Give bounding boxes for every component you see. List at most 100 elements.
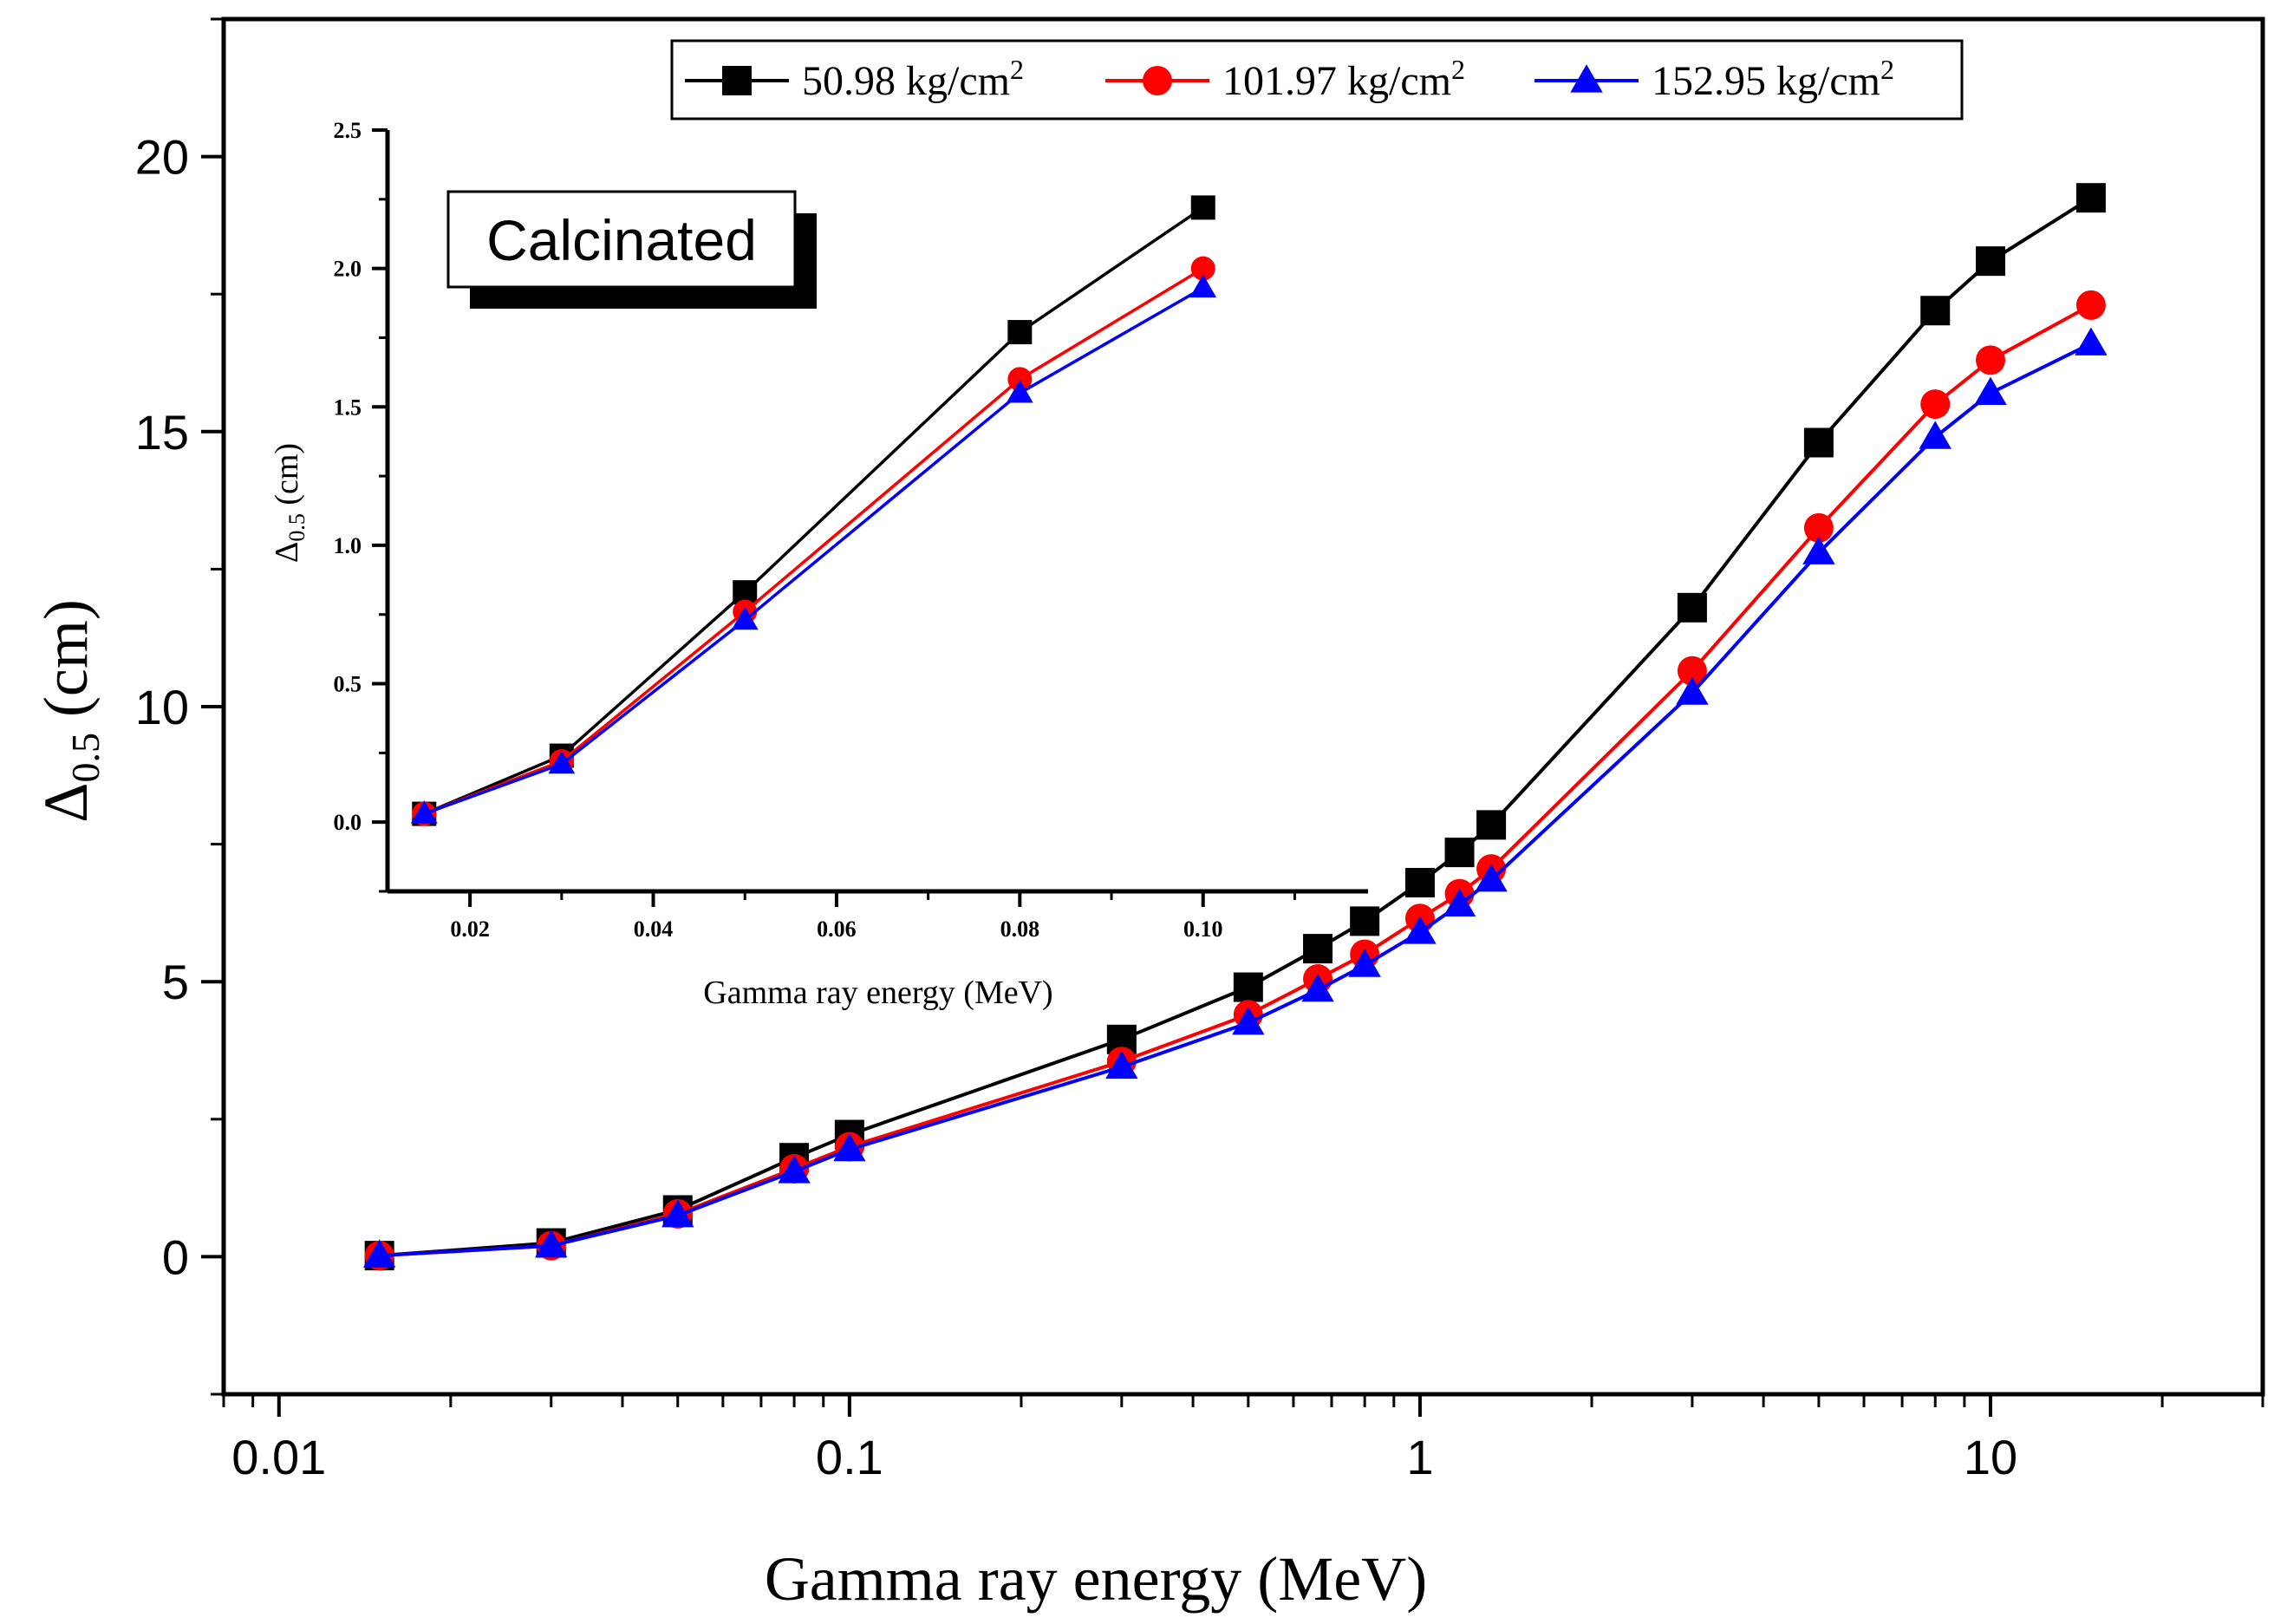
inset-data-point — [1190, 256, 1215, 281]
data-point — [661, 1199, 694, 1228]
data-point — [1404, 868, 1435, 898]
inset-y-tick-label: 0.0 — [334, 810, 362, 835]
inset-data-point — [731, 606, 759, 630]
data-point — [1444, 838, 1475, 868]
legend-marker-square — [722, 66, 752, 95]
legend-marker-triangle — [1570, 64, 1603, 93]
data-point — [1676, 676, 1709, 705]
inset-x-tick-label: 0.08 — [1000, 916, 1040, 942]
inset-data-point — [1007, 367, 1033, 392]
x-tick-label: 0.01 — [231, 1430, 326, 1484]
inset-y-tick-label: 2.5 — [334, 118, 362, 143]
y-axis-title-subscript: 0.5 — [63, 733, 108, 783]
inset-y-axis-title: Δ0.5 (cm) — [269, 443, 309, 563]
data-point — [1301, 973, 1334, 1002]
inset-x-tick-label: 0.04 — [634, 916, 674, 942]
main-axis-ticks — [201, 17, 2264, 1417]
inset-x-tick-label: 0.10 — [1183, 916, 1223, 942]
data-point — [535, 1229, 568, 1258]
y-tick-label: 15 — [135, 405, 189, 460]
data-point — [2075, 183, 2106, 213]
inset-y-axis-title-subscript: 0.5 — [284, 513, 309, 542]
annotation-frame — [446, 190, 797, 289]
annotation-label: Calcinated — [486, 208, 757, 272]
data-point — [1802, 536, 1835, 564]
inset-y-axis-title-symbol: Δ — [269, 542, 305, 563]
data-point — [1233, 972, 1263, 1002]
y-axis-title-symbol: Δ — [31, 783, 101, 823]
inset-y-tick-label: 2.0 — [334, 257, 362, 282]
inset-y-tick-label: 1.0 — [334, 533, 362, 558]
inset-y-tick-label: 0.5 — [334, 672, 362, 697]
inset-data-point — [1190, 195, 1215, 220]
inset-data-point — [1189, 274, 1217, 298]
legend-label-text: 101.97 kg/cm — [1222, 58, 1451, 104]
y-tick-label: 0 — [162, 1229, 189, 1284]
series-triangle — [362, 327, 2108, 1268]
y-tick-label: 10 — [135, 680, 189, 734]
legend-label: 50.98 kg/cm2 — [802, 54, 1024, 104]
inset-y-axis-title-unit: (cm) — [269, 443, 305, 513]
legend-label: 152.95 kg/cm2 — [1652, 54, 1894, 104]
y-tick-label: 5 — [162, 955, 189, 1009]
legend-frame — [670, 39, 1964, 121]
data-point — [1803, 427, 1834, 458]
legend: 50.98 kg/cm2 101.97 kg/cm2 152.95 kg/cm2 — [670, 39, 1964, 121]
y-tick-label: 20 — [135, 130, 189, 185]
x-tick-label: 1 — [1406, 1430, 1433, 1484]
data-point — [1348, 949, 1381, 977]
legend-label-superscript: 2 — [1451, 54, 1465, 85]
legend-label-superscript: 2 — [1880, 54, 1894, 85]
data-point — [1976, 246, 2006, 277]
inset-y-tick-label: 1.5 — [334, 395, 362, 420]
data-point — [362, 1239, 396, 1268]
data-point — [2075, 290, 2106, 320]
legend-label-text: 152.95 kg/cm — [1652, 58, 1880, 104]
legend-label-superscript: 2 — [1010, 54, 1024, 85]
main-series-group — [362, 183, 2108, 1271]
data-point — [833, 1132, 866, 1162]
data-point — [1919, 421, 1951, 449]
legend-marker-circle — [1143, 66, 1172, 95]
series-square — [364, 183, 2106, 1271]
inset-series-group — [410, 195, 1217, 826]
inset-data-point — [1006, 379, 1033, 403]
data-point — [2075, 327, 2108, 355]
inset-x-tick-label: 0.02 — [450, 916, 490, 942]
data-point — [778, 1155, 811, 1184]
y-axis-title-unit: (cm) — [31, 599, 101, 733]
data-point — [1350, 906, 1380, 936]
data-point — [1404, 916, 1437, 944]
inset-data-point — [548, 750, 576, 774]
data-point — [1105, 1050, 1138, 1079]
data-point — [1976, 345, 2006, 375]
data-point — [1677, 655, 1707, 686]
data-point — [1476, 810, 1507, 840]
data-point — [1303, 934, 1333, 964]
inset-plot: 0.02 0.04 0.06 0.08 0.10 0.0 0.5 1.0 1.5 2.0 2.5 G… — [269, 118, 1368, 1011]
data-point — [1803, 512, 1834, 543]
legend-label-text: 50.98 kg/cm — [802, 58, 1010, 104]
x-axis-title: Gamma ray energy (MeV) — [765, 1544, 1427, 1614]
data-point — [1232, 1007, 1265, 1035]
x-tick-label: 0.1 — [816, 1430, 883, 1484]
inset-x-tick-label: 0.06 — [817, 916, 857, 942]
inset-series-triangle — [410, 274, 1217, 824]
data-point — [1974, 376, 2007, 405]
main-tick-labels: 0.01 0.1 1 10 0 5 10 15 20 — [135, 130, 2017, 1484]
inset-axis-ticks — [372, 128, 1296, 907]
inset-tick-labels: 0.02 0.04 0.06 0.08 0.10 0.0 0.5 1.0 1.5 2.0 2.5 — [334, 118, 1223, 942]
data-point — [1677, 592, 1707, 623]
x-tick-label: 10 — [1964, 1430, 2017, 1484]
data-point — [1920, 389, 1951, 420]
inset-data-point — [410, 800, 438, 824]
annotation-box: Calcinated — [446, 190, 817, 309]
data-point — [1920, 296, 1951, 326]
data-point — [1443, 888, 1476, 916]
legend-label: 101.97 kg/cm2 — [1222, 54, 1465, 104]
data-point — [1475, 864, 1508, 892]
y-axis-title: Δ0.5 (cm) — [31, 599, 108, 823]
inset-x-axis-title: Gamma ray energy (MeV) — [703, 975, 1052, 1011]
